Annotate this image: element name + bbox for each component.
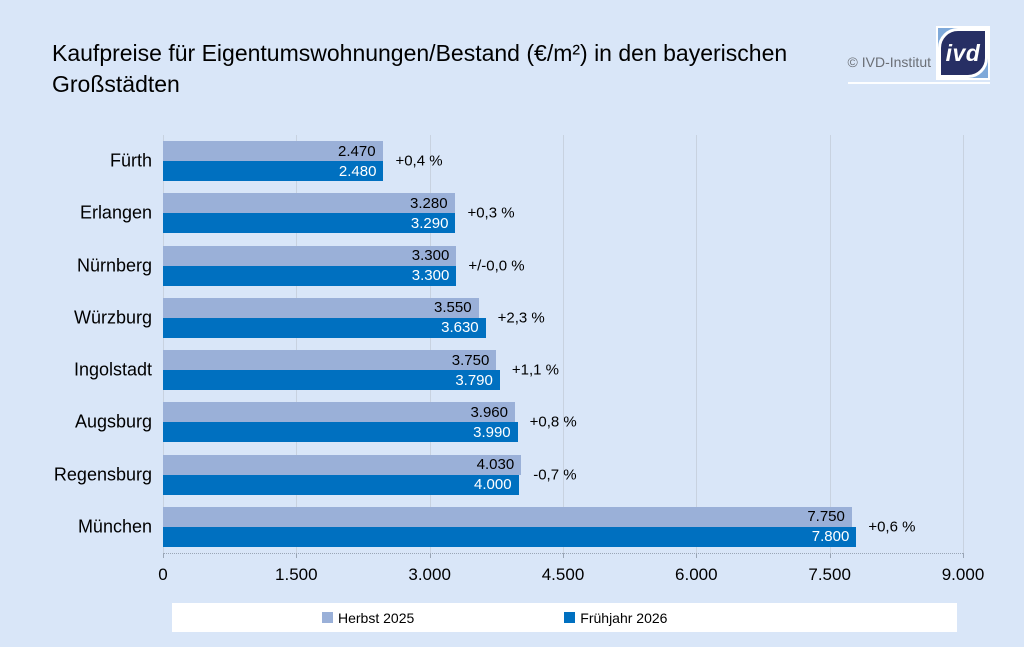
axis-tick-mark bbox=[563, 553, 564, 558]
category-label: Fürth bbox=[109, 150, 152, 171]
category-label: München bbox=[77, 516, 152, 537]
bar-frühjahr-2026: 2.480 bbox=[163, 161, 384, 182]
table-row: München 7.750 7.800 +0,6 % bbox=[78, 501, 963, 553]
legend-label: Herbst 2025 bbox=[338, 609, 415, 626]
axis-tick-mark bbox=[163, 553, 164, 558]
gridline bbox=[296, 135, 298, 553]
category-label: Nürnberg bbox=[76, 255, 152, 276]
table-row: Regensburg 4.030 4.000 -0,7 % bbox=[54, 449, 963, 501]
chart-title: Kaufpreise für Eigentumswohnungen/Bestan… bbox=[52, 40, 788, 97]
change-percent-label: +/-0,0 % bbox=[468, 257, 525, 275]
bar-group: 7.750 7.800 bbox=[163, 506, 963, 547]
category-label: Regensburg bbox=[53, 464, 152, 485]
ivd-logo: ivd bbox=[936, 26, 990, 80]
gridline bbox=[163, 135, 164, 553]
table-row: Erlangen 3.280 3.290 +0,3 % bbox=[80, 187, 963, 239]
bar-herbst-2025: 3.750 bbox=[163, 350, 497, 371]
bar-rows: Fürth 2.470 2.480 +0,4 % Erlangen 3.280 3.290 +… bbox=[54, 135, 963, 553]
axis-tick-mark bbox=[296, 553, 298, 558]
change-percent-label: +0,3 % bbox=[467, 204, 515, 222]
ivd-logo-leaf-shape: ivd bbox=[938, 28, 988, 78]
category-label: Erlangen bbox=[79, 202, 152, 223]
table-row: Fürth 2.470 2.480 +0,4 % bbox=[110, 135, 963, 187]
x-axis-tick-label: 3.000 bbox=[408, 565, 451, 584]
category-label: Würzburg bbox=[73, 307, 152, 328]
table-row: Würzburg 3.550 3.630 +2,3 % bbox=[74, 292, 963, 344]
gridline bbox=[563, 135, 564, 553]
table-row: Augsburg 3.960 3.990 +0,8 % bbox=[75, 396, 963, 448]
change-percent-label: +2,3 % bbox=[497, 309, 545, 327]
x-axis-tick-label: 4.500 bbox=[541, 565, 585, 584]
x-axis-tick-label: 0 bbox=[158, 565, 168, 584]
gridline bbox=[963, 135, 964, 553]
bar-frühjahr-2026: 4.000 bbox=[163, 474, 519, 495]
bar-group: 3.300 3.300 bbox=[163, 245, 963, 286]
legend-item: Frühjahr 2026 bbox=[564, 610, 667, 626]
bar-herbst-2025: 3.550 bbox=[163, 297, 479, 318]
legend-swatch-icon bbox=[322, 612, 333, 623]
x-axis-tick-label: 1.500 bbox=[275, 565, 318, 584]
bar-group: 4.030 4.000 bbox=[163, 454, 963, 495]
gridline bbox=[829, 135, 831, 553]
copyright-label: © IVD-Institut bbox=[847, 54, 931, 70]
bar-group: 3.280 3.290 bbox=[163, 193, 963, 234]
bar-group: 3.550 3.630 bbox=[163, 297, 963, 338]
bar-frühjahr-2026: 7.800 bbox=[163, 526, 857, 547]
x-axis-tick-label: 7.500 bbox=[808, 565, 851, 584]
bar-herbst-2025: 4.030 bbox=[163, 454, 522, 475]
legend-label: Frühjahr 2026 bbox=[580, 609, 668, 626]
axis-tick-mark bbox=[696, 553, 698, 558]
x-axis-tick-label: 6.000 bbox=[675, 565, 718, 584]
bar-frühjahr-2026: 3.300 bbox=[163, 265, 457, 286]
brand-block: © IVD-Institut ivd bbox=[847, 26, 990, 84]
category-label: Augsburg bbox=[74, 411, 152, 432]
change-percent-label: +0,6 % bbox=[868, 518, 916, 536]
bar-herbst-2025: 3.280 bbox=[163, 193, 455, 214]
category-label: Ingolstadt bbox=[73, 359, 152, 380]
bar-frühjahr-2026: 3.790 bbox=[163, 370, 500, 391]
axis-tick-mark bbox=[963, 553, 964, 558]
change-percent-label: -0,7 % bbox=[533, 466, 577, 484]
change-percent-label: +0,8 % bbox=[529, 413, 577, 431]
bar-group: 3.750 3.790 bbox=[163, 350, 963, 391]
x-axis-tick-label: 9.000 bbox=[941, 565, 985, 584]
bar-herbst-2025: 3.300 bbox=[163, 245, 457, 266]
axis-tick-mark bbox=[429, 553, 431, 558]
change-percent-label: +1,1 % bbox=[511, 361, 559, 379]
bar-group: 2.470 2.480 bbox=[163, 141, 963, 182]
bar-frühjahr-2026: 3.630 bbox=[163, 317, 486, 338]
gridline bbox=[696, 135, 698, 553]
change-percent-label: +0,4 % bbox=[395, 152, 443, 170]
table-row: Ingolstadt 3.750 3.790 +1,1 % bbox=[74, 344, 963, 396]
bar-herbst-2025: 3.960 bbox=[163, 402, 515, 423]
bar-group: 3.960 3.990 bbox=[163, 402, 963, 443]
chart-legend: Herbst 2025 Frühjahr 2026 bbox=[172, 603, 957, 632]
table-row: Nürnberg 3.300 3.300 +/-0,0 % bbox=[77, 240, 963, 292]
bar-chart-plot-area: Fürth 2.470 2.480 +0,4 % Erlangen 3.280 3.290 +… bbox=[54, 135, 964, 558]
gridline bbox=[429, 135, 431, 553]
x-axis-tick-labels: 0 1.500 3.000 4.500 6.000 7.500 9.000 bbox=[158, 565, 984, 587]
axis-tick-mark bbox=[829, 553, 831, 558]
bar-frühjahr-2026: 3.290 bbox=[163, 213, 456, 234]
bar-frühjahr-2026: 3.990 bbox=[163, 422, 518, 443]
legend-item: Herbst 2025 bbox=[322, 610, 414, 626]
ivd-logo-text: ivd bbox=[945, 39, 981, 66]
bar-herbst-2025: 7.750 bbox=[163, 506, 852, 527]
bar-herbst-2025: 2.470 bbox=[163, 141, 383, 162]
legend-swatch-icon bbox=[564, 612, 576, 623]
